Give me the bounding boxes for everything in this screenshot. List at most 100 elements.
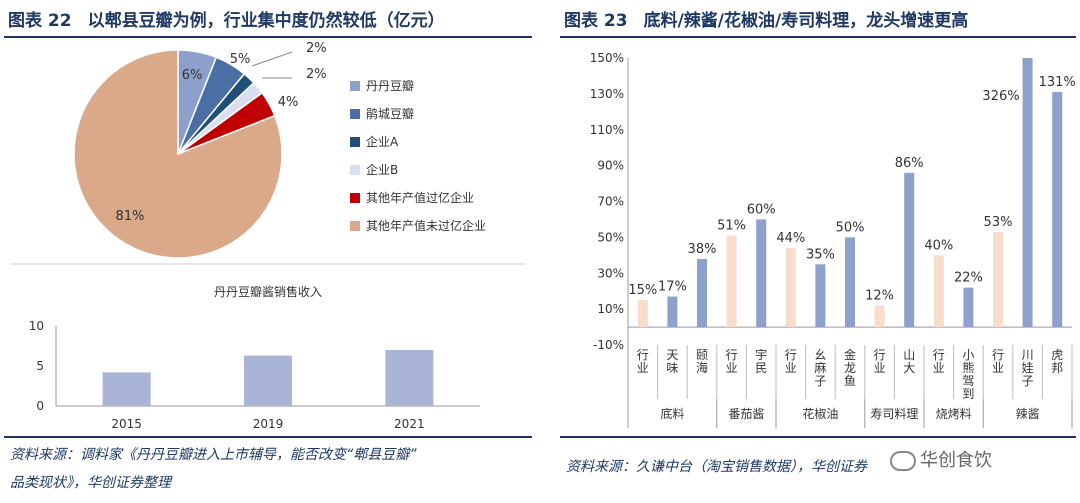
x-tick-label: 子	[1022, 374, 1034, 388]
left-source-line1: 资料来源：调料家《丹丹豆瓣进入上市辅导，能否改变“郫县豆瓣”	[10, 447, 417, 463]
x-tick-label: 行	[992, 348, 1004, 362]
bar-value-label: 15%	[628, 283, 657, 298]
bar-value-label: 35%	[806, 247, 835, 262]
group-label: 底料	[660, 406, 684, 421]
watermark: 华创食饮	[890, 446, 992, 472]
legend-label: 其他年产值未过亿企业	[366, 218, 486, 233]
bar-value-label: 86%	[895, 156, 924, 171]
bar	[815, 264, 826, 328]
x-tick-label: 2019	[253, 417, 284, 431]
bar	[1052, 92, 1063, 328]
y-tick-label: 30%	[597, 266, 624, 280]
bar	[102, 372, 151, 406]
y-tick-label: 150%	[590, 51, 624, 65]
bar	[963, 287, 974, 328]
x-tick-label: 川	[1022, 348, 1034, 362]
right-panel: 图表 23 底料/辣酱/花椒油/寿司料理，龙头增速更高 -10% 10% 30% 50%…	[556, 0, 1080, 503]
x-tick-label: 行	[933, 348, 945, 362]
x-tick-label: 金	[844, 347, 856, 362]
bar	[756, 219, 767, 328]
pie-slice	[73, 49, 283, 259]
legend-label: 其他年产值过亿企业	[366, 190, 474, 205]
x-tick-label: 驾	[962, 374, 974, 388]
left-figure-title: 图表 22 以郫县豆瓣为例，行业集中度仍然较低（亿元）	[8, 6, 445, 31]
x-tick-label: 天	[666, 348, 678, 362]
x-tick-label: 宇	[755, 348, 767, 362]
pie-legend-item: 其他年产值未过亿企业	[350, 218, 486, 233]
right-figure-number: 图表 23	[564, 11, 628, 31]
x-tick-label: 民	[755, 361, 767, 375]
x-tick-label: 小	[962, 348, 974, 362]
y-tick-label: 10	[29, 319, 44, 333]
bar-value-label: 60%	[747, 202, 776, 217]
wechat-icon	[890, 451, 916, 471]
x-tick-label: 虎	[1051, 348, 1063, 362]
bar-value-label: 40%	[924, 238, 953, 253]
legend-swatch	[350, 109, 360, 119]
bar-value-label: 50%	[836, 220, 865, 235]
pie-value-label: 6%	[182, 68, 203, 83]
right-source-rule	[560, 436, 1076, 438]
x-tick-label: 颐	[696, 348, 708, 362]
bar-chart-title: 丹丹豆瓣酱销售收入	[214, 284, 322, 299]
x-tick-label: 行	[874, 348, 886, 362]
x-tick-label: 到	[962, 387, 974, 401]
pie-legend-item: 企业A	[350, 134, 399, 149]
x-tick-label: 行	[726, 348, 738, 362]
y-tick-label: 50%	[597, 230, 624, 244]
bar	[244, 355, 292, 406]
x-tick-label: 2021	[394, 417, 425, 431]
x-tick-label: 邦	[1051, 361, 1063, 375]
x-tick-label: 业	[933, 361, 945, 375]
x-tick-label: 山	[903, 348, 915, 362]
right-title-rule	[560, 36, 1076, 38]
x-tick-label: 行	[637, 348, 649, 362]
sales-bar-chart: 丹丹豆瓣酱销售收入 0 5 10 2015 2019 2021	[10, 263, 526, 431]
legend-swatch	[350, 193, 360, 203]
legend-label: 丹丹豆瓣	[366, 79, 414, 93]
group-label: 烧烤料	[936, 406, 972, 421]
bar-value-label: 44%	[776, 231, 805, 246]
group-label: 寿司料理	[870, 407, 918, 421]
bar-value-label: 38%	[688, 242, 717, 257]
bar-value-label: 17%	[658, 280, 687, 295]
group-label: 辣酱	[1016, 406, 1040, 421]
pie-legend-item: 丹丹豆瓣	[350, 79, 414, 93]
y-tick-label: 130%	[590, 87, 624, 101]
group-label: 番茄酱	[728, 406, 764, 421]
bar	[697, 258, 707, 328]
pie-value-label: 4%	[278, 95, 299, 110]
y-tick-label: 110%	[590, 123, 624, 137]
x-tick-label: 龙	[844, 361, 856, 375]
bar-value-label: 131%	[1039, 75, 1076, 90]
bar	[904, 172, 915, 328]
bar-value-label: 22%	[954, 271, 983, 286]
group-label: 花椒油	[802, 406, 838, 421]
x-tick-label: 业	[637, 361, 649, 375]
x-tick-label: 业	[874, 361, 886, 375]
x-tick-label: 行	[785, 348, 797, 362]
x-tick-label: 2015	[111, 417, 142, 431]
bar	[874, 305, 885, 328]
bar	[845, 237, 855, 328]
bar-value-label: 53%	[984, 215, 1013, 230]
x-tick-label: 业	[992, 361, 1004, 375]
x-tick-label: 海	[696, 360, 708, 375]
legend-swatch	[350, 165, 360, 175]
bar-value-label: 51%	[717, 219, 746, 234]
left-panel: 图表 22 以郫县豆瓣为例，行业集中度仍然较低（亿元） 6% 5% 2% 2% 4% 81%…	[0, 0, 536, 503]
growth-bar-chart: -10% 10% 30% 50% 70% 90% 110% 130% 150% 15% 行业 17% 天…	[590, 51, 1076, 428]
legend-label: 鹃城豆瓣	[366, 106, 414, 121]
x-tick-label: 幺	[814, 347, 826, 362]
y-tick-label: 10%	[597, 302, 624, 316]
left-source-line2: 品类现状》，华创证券整理	[10, 475, 171, 491]
left-title-rule	[4, 36, 532, 38]
legend-swatch	[350, 221, 360, 231]
x-tick-label: 子	[814, 374, 826, 388]
pie-legend-item: 鹃城豆瓣	[350, 106, 414, 121]
pie-legend-item: 其他年产值过亿企业	[350, 190, 474, 205]
bar	[785, 248, 796, 328]
y-tick-label: 90%	[597, 159, 624, 173]
left-figure-caption: 以郫县豆瓣为例，行业集中度仍然较低（亿元）	[87, 11, 445, 31]
